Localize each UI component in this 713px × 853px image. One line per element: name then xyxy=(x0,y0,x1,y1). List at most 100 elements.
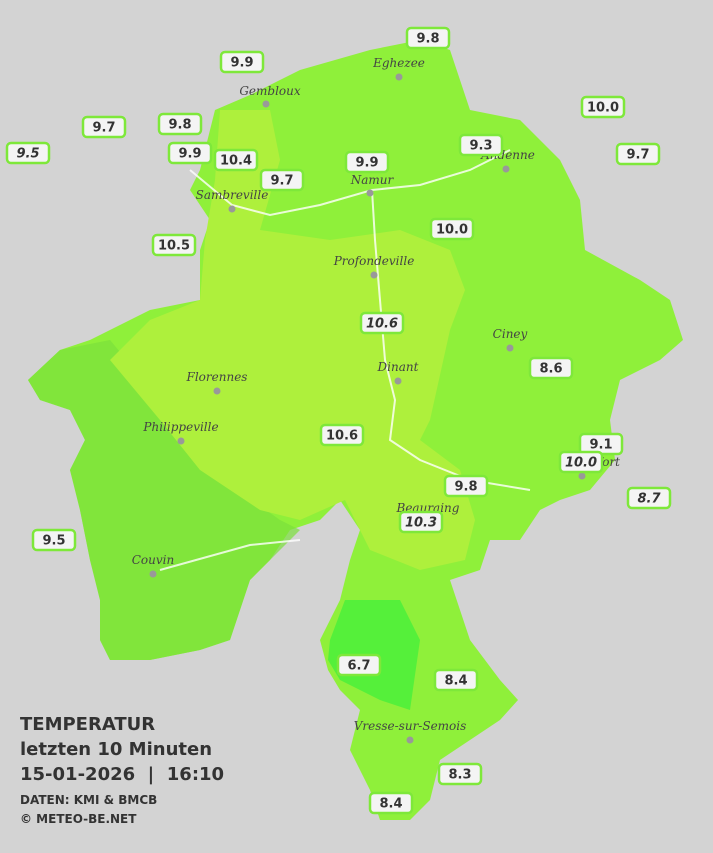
station-box xyxy=(368,791,414,815)
station: 9.8 xyxy=(405,26,451,50)
station: 10.4 xyxy=(213,148,259,172)
station-value: 6.7 xyxy=(347,659,370,674)
station-value: 10.6 xyxy=(326,429,358,444)
zone-dark xyxy=(28,340,300,660)
station-value: 8.7 xyxy=(637,492,661,507)
station-value: 10.0 xyxy=(565,456,597,471)
station: 8.3 xyxy=(437,762,483,786)
station: 9.9 xyxy=(344,150,390,174)
station-box xyxy=(259,168,305,192)
city-dot xyxy=(149,570,157,578)
station-value: 9.9 xyxy=(355,156,378,171)
city-dot xyxy=(213,387,221,395)
station-value: 9.5 xyxy=(42,534,65,549)
city-label: Philippeville xyxy=(142,420,218,434)
station-box xyxy=(433,668,479,692)
legend-title: TEMPERATUR xyxy=(20,714,155,735)
station-value: 9.1 xyxy=(589,438,612,453)
station-box xyxy=(443,474,489,498)
station-value: 9.7 xyxy=(92,121,115,136)
station-box xyxy=(429,217,475,241)
city-label: Gembloux xyxy=(239,84,301,98)
city-dot xyxy=(228,205,236,213)
station-value: 9.8 xyxy=(168,118,191,133)
station-value: 10.0 xyxy=(587,101,619,116)
station-value: 9.8 xyxy=(454,480,477,495)
city-label: Florennes xyxy=(186,370,248,384)
city-dot xyxy=(578,472,586,480)
station-box xyxy=(219,50,265,74)
city-dot xyxy=(506,344,514,352)
station-box xyxy=(319,423,365,447)
city-dot xyxy=(370,271,378,279)
station: 10.6 xyxy=(319,423,365,447)
station-value: 9.9 xyxy=(230,56,253,71)
station: 8.6 xyxy=(528,356,574,380)
station: 10.5 xyxy=(151,233,197,257)
station: 10.0 xyxy=(429,217,475,241)
station-box xyxy=(626,486,672,510)
station-box xyxy=(558,450,604,474)
station: 10.0 xyxy=(580,95,626,119)
station-box xyxy=(398,510,444,534)
city-label: Eghezee xyxy=(372,56,425,70)
station-value: 9.3 xyxy=(469,139,492,154)
station: 9.9 xyxy=(167,141,213,165)
station: 8.4 xyxy=(433,668,479,692)
station-value: 10.4 xyxy=(220,154,252,169)
station-box xyxy=(359,311,405,335)
station-box xyxy=(458,133,504,157)
station-box xyxy=(5,141,51,165)
station-value: 10.3 xyxy=(405,516,437,531)
station-box xyxy=(213,148,259,172)
station-value: 9.9 xyxy=(178,147,201,162)
station: 8.4 xyxy=(368,791,414,815)
station-value: 9.7 xyxy=(270,174,293,189)
station-value: 9.8 xyxy=(416,32,439,47)
city-label: Ciney xyxy=(493,327,528,341)
station-value: 10.5 xyxy=(158,239,190,254)
station-box xyxy=(81,115,127,139)
station-box xyxy=(157,112,203,136)
station-value: 8.3 xyxy=(448,768,471,783)
station: 10.6 xyxy=(359,311,405,335)
station: 10.3 xyxy=(398,510,444,534)
station-value: 8.4 xyxy=(379,797,402,812)
station-box xyxy=(336,653,382,677)
city-dot xyxy=(177,437,185,445)
station-value: 10.6 xyxy=(366,317,398,332)
zone-light xyxy=(110,110,475,570)
station: 10.0 xyxy=(558,450,604,474)
legend-period: letzten 10 Minuten xyxy=(20,739,212,760)
station: 9.1 xyxy=(578,432,624,456)
station-box xyxy=(405,26,451,50)
station-box xyxy=(437,762,483,786)
station-box xyxy=(615,142,661,166)
station: 9.3 xyxy=(458,133,504,157)
city-dot xyxy=(394,377,402,385)
station-box xyxy=(528,356,574,380)
station-box xyxy=(580,95,626,119)
station-box xyxy=(167,141,213,165)
legend-source: DATEN: KMI & BMCB xyxy=(20,793,157,807)
station: 9.9 xyxy=(219,50,265,74)
city-label: Dinant xyxy=(377,360,419,374)
city-dot xyxy=(366,189,374,197)
station: 9.7 xyxy=(259,168,305,192)
station: 8.7 xyxy=(626,486,672,510)
city-label: Namur xyxy=(350,173,395,187)
city-label: Vresse-sur-Semois xyxy=(354,719,467,733)
station-box xyxy=(151,233,197,257)
river xyxy=(159,149,531,571)
station: 9.7 xyxy=(81,115,127,139)
legend-datetime: 15-01-2026 | 16:10 xyxy=(20,764,224,785)
city-label: Sambreville xyxy=(196,188,269,202)
station-box xyxy=(31,528,77,552)
station: 9.7 xyxy=(615,142,661,166)
city-dot xyxy=(395,73,403,81)
city-label: Profondeville xyxy=(333,254,415,268)
station-value: 10.0 xyxy=(436,223,468,238)
legend-copyright: © METEO-BE.NET xyxy=(20,812,137,826)
station: 9.5 xyxy=(5,141,51,165)
